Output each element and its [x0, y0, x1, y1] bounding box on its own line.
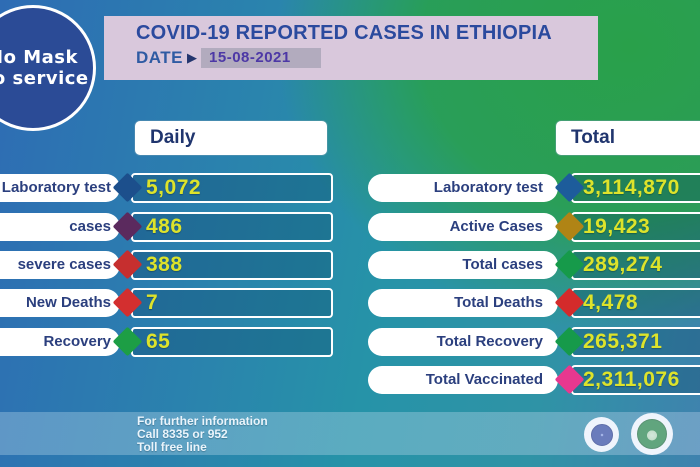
stat-value-box	[131, 327, 333, 357]
footer-info-text: For further information Call 8335 or 952…	[137, 415, 268, 454]
stat-value: 388	[146, 253, 183, 276]
badge-line-1: No Mask	[0, 47, 78, 68]
no-mask-no-service-badge: No Mask No service	[0, 5, 96, 131]
stat-value-box	[571, 365, 700, 395]
ministry-of-health-logo	[631, 413, 673, 455]
footer-band: For further information Call 8335 or 952…	[0, 412, 700, 455]
stat-value-box	[571, 288, 700, 318]
stat-value: 265,371	[583, 330, 663, 353]
stat-label-pill: Total Vaccinated	[368, 366, 558, 394]
stat-value: 4,478	[583, 291, 639, 314]
stat-value-box	[131, 288, 333, 318]
arrow-right-icon: ▶	[187, 50, 198, 65]
date-value: 15-08-2021	[201, 48, 321, 68]
stat-label-pill: Recovery	[0, 328, 120, 356]
stat-value-box	[571, 212, 700, 242]
stat-label-pill: Laboratory test	[368, 174, 558, 202]
stat-label-pill: cases	[0, 213, 120, 241]
stat-label-pill: Total Recovery	[368, 328, 558, 356]
ephi-emblem-icon	[590, 423, 613, 446]
page-title: COVID-19 REPORTED CASES IN ETHIOPIA	[136, 22, 552, 44]
stat-label-pill: New Deaths	[0, 289, 120, 317]
stat-label-pill: Total cases	[368, 251, 558, 279]
stat-label-pill: Laboratory test	[0, 174, 120, 202]
ephi-logo	[584, 417, 619, 452]
date-line: DATE ▶ 15-08-2021	[136, 48, 598, 68]
daily-column-header: Daily	[135, 121, 327, 155]
stat-value-box	[131, 212, 333, 242]
footer-line-3: Toll free line	[137, 440, 207, 454]
stat-value: 289,274	[583, 253, 663, 276]
footer-line-2: Call 8335 or 952	[137, 427, 228, 441]
total-column-header: Total	[556, 121, 700, 155]
moh-emblem-icon	[637, 419, 667, 449]
header-band: COVID-19 REPORTED CASES IN ETHIOPIA DATE…	[104, 16, 598, 80]
stat-value: 486	[146, 215, 183, 238]
stat-value: 3,114,870	[583, 176, 680, 199]
stat-label-pill: severe cases	[0, 251, 120, 279]
footer-line-1: For further information	[137, 414, 268, 428]
stat-value: 65	[146, 330, 171, 353]
badge-line-2: No service	[0, 68, 89, 89]
stat-value-box	[571, 250, 700, 280]
date-label: DATE	[136, 48, 184, 67]
stat-value: 5,072	[146, 176, 202, 199]
stat-value-box	[131, 250, 333, 280]
stat-label-pill: Active Cases	[368, 213, 558, 241]
quote-icon: “	[57, 0, 94, 43]
stat-value: 2,311,076	[583, 368, 680, 391]
stat-value-box	[131, 173, 333, 203]
stat-value: 19,423	[583, 215, 651, 238]
stat-value: 7	[146, 291, 159, 314]
stat-label-pill: Total Deaths	[368, 289, 558, 317]
